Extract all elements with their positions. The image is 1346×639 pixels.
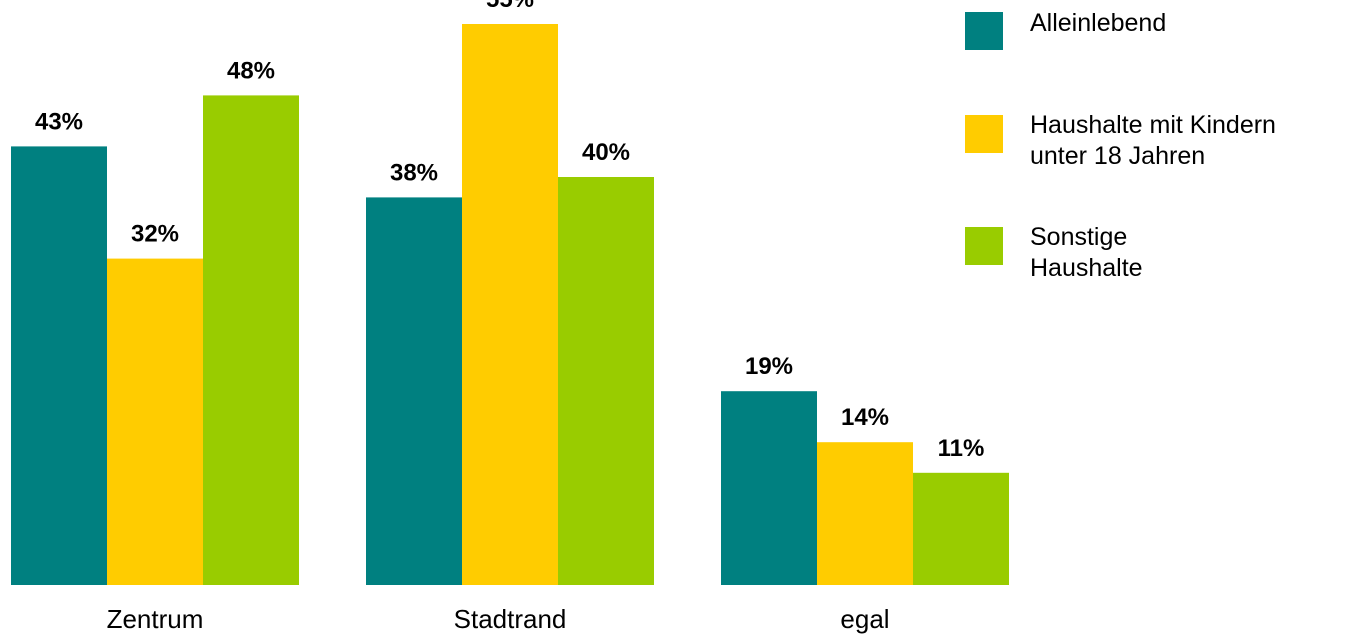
category-label-stadtrand: Stadtrand — [454, 604, 567, 634]
data-label-egal-sonstige-haushalte: 11% — [938, 435, 985, 462]
data-label-stadtrand-haushalte-mit-kindern-unter-18-jahren: 55% — [486, 0, 534, 13]
bars-group — [11, 24, 1009, 586]
bar-stadtrand-alleinlebend — [366, 197, 462, 585]
data-label-egal-alleinlebend: 19% — [745, 353, 793, 380]
legend-swatch-alleinlebend — [965, 12, 1003, 50]
value-labels-group: 43% 32% 48% 38% 55% 40% 19% 14% 11% — [35, 0, 984, 462]
legend-swatch-sonstige-haushalte — [965, 227, 1003, 265]
data-label-stadtrand-sonstige-haushalte: 40% — [582, 139, 630, 166]
legend-label-sonstige-haushalte: Sonstige Haushalte — [1030, 222, 1340, 284]
legend-label-line: Haushalte mit Kindern — [1030, 111, 1276, 139]
bar-egal-sonstige-haushalte — [913, 472, 1009, 585]
legend-swatch-haushalte-mit-kindern — [965, 115, 1003, 153]
category-label-egal: egal — [840, 604, 889, 634]
legend-label-line: Sonstige — [1030, 223, 1128, 251]
bar-egal-alleinlebend — [721, 391, 817, 585]
legend-label-alleinlebend: Alleinlebend — [1030, 9, 1167, 37]
legend-label-haushalte-mit-kindern: Haushalte mit Kindern unter 18 Jahren — [1030, 110, 1340, 172]
bar-zentrum-sonstige-haushalte — [203, 95, 299, 586]
bar-zentrum-haushalte-mit-kindern-unter-18-jahren — [107, 258, 203, 585]
data-label-stadtrand-alleinlebend: 38% — [390, 159, 438, 186]
data-label-zentrum-sonstige-haushalte: 48% — [227, 57, 275, 84]
data-label-egal-haushalte-mit-kindern-unter-18-jahren: 14% — [841, 404, 889, 431]
category-label-zentrum: Zentrum — [107, 604, 204, 634]
bar-egal-haushalte-mit-kindern-unter-18-jahren — [817, 442, 913, 585]
legend-label-line: unter 18 Jahren — [1030, 142, 1206, 170]
category-labels-group: Zentrum Stadtrand egal — [107, 604, 890, 634]
legend-label-line: Haushalte — [1030, 254, 1143, 282]
bar-stadtrand-sonstige-haushalte — [558, 177, 654, 585]
data-label-zentrum-alleinlebend: 43% — [35, 108, 83, 135]
data-label-zentrum-haushalte-mit-kindern-unter-18-jahren: 32% — [131, 221, 179, 248]
bar-zentrum-alleinlebend — [11, 146, 107, 585]
bar-stadtrand-haushalte-mit-kindern-unter-18-jahren — [462, 24, 558, 585]
